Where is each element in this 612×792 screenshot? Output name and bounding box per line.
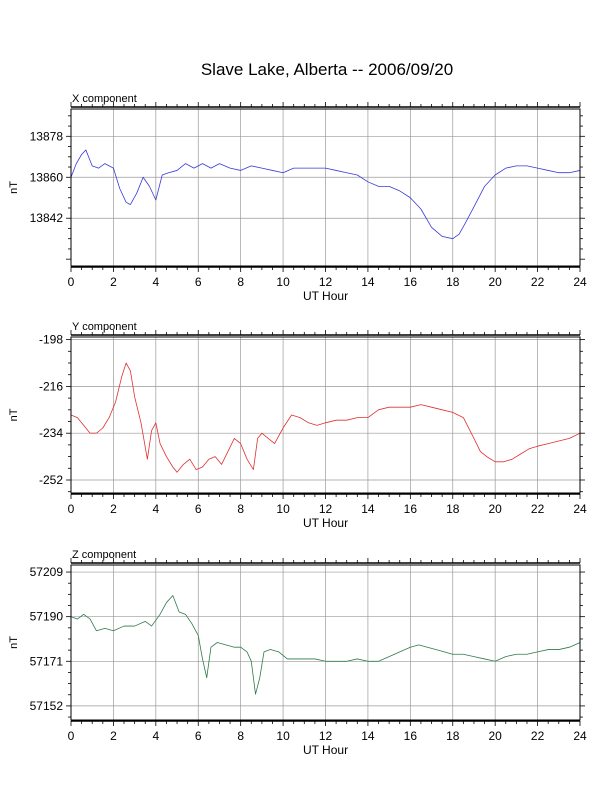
x-x-tick-label: 10 xyxy=(276,275,290,289)
z-x-tick-label: 12 xyxy=(319,729,333,743)
y-x-tick-label: 4 xyxy=(152,502,159,516)
z-panel-title: Z component xyxy=(72,549,136,561)
x-y-tick-label: 13878 xyxy=(30,129,64,143)
z-x-tick-label: 2 xyxy=(110,729,117,743)
y-x-axis-label: UT Hour xyxy=(303,516,348,530)
y-panel-title: Y component xyxy=(72,321,137,333)
x-x-axis-label: UT Hour xyxy=(303,289,348,303)
y-y-tick-label: -216 xyxy=(39,379,63,393)
y-component-panel: 0 2 4 6 8 10 12 14 16 18 20 22 24-198-216-234-252UT … xyxy=(8,321,587,530)
z-y-axis-label: nT xyxy=(8,636,20,649)
z-y-tick-label: 57171 xyxy=(30,654,64,668)
z-y-tick-label: 57190 xyxy=(30,610,64,624)
y-y-tick-label: -234 xyxy=(39,426,63,440)
x-x-tick-label: 18 xyxy=(446,275,460,289)
y-y-tick-label: -252 xyxy=(39,473,63,487)
z-x-tick-label: 22 xyxy=(531,729,545,743)
z-component-series-line xyxy=(70,595,581,695)
z-x-tick-label: 16 xyxy=(404,729,418,743)
y-x-tick-label: 6 xyxy=(195,502,202,516)
x-x-tick-label: 20 xyxy=(488,275,502,289)
z-x-tick-label: 20 xyxy=(488,729,502,743)
x-x-tick-label: 14 xyxy=(361,275,375,289)
x-panel-title: X component xyxy=(72,93,137,105)
x-x-tick-label: 24 xyxy=(573,275,587,289)
z-x-tick-label: 10 xyxy=(276,729,290,743)
z-x-tick-label: 4 xyxy=(152,729,159,743)
z-x-tick-label: 6 xyxy=(195,729,202,743)
z-x-tick-label: 24 xyxy=(573,729,587,743)
x-x-tick-label: 4 xyxy=(152,275,159,289)
y-y-axis-label: nT xyxy=(8,408,20,421)
page-title: Slave Lake, Alberta -- 2006/09/20 xyxy=(201,60,453,79)
z-component-panel: 0 2 4 6 8 10 12 14 16 18 20 22 245715257171571905720… xyxy=(8,549,587,757)
y-x-tick-label: 22 xyxy=(531,502,545,516)
y-plot-frame xyxy=(70,336,581,494)
y-x-tick-label: 8 xyxy=(237,502,244,516)
z-x-tick-label: 8 xyxy=(237,729,244,743)
z-y-tick-label: 57209 xyxy=(30,565,64,579)
x-y-axis-label: nT xyxy=(8,181,20,194)
z-x-tick-label: 0 xyxy=(68,729,75,743)
y-x-tick-label: 18 xyxy=(446,502,460,516)
y-x-tick-label: 24 xyxy=(573,502,587,516)
x-y-tick-label: 13842 xyxy=(30,211,64,225)
y-x-tick-label: 20 xyxy=(488,502,502,516)
z-x-tick-label: 18 xyxy=(446,729,460,743)
y-x-tick-label: 10 xyxy=(276,502,290,516)
z-plot-frame xyxy=(70,564,581,721)
y-x-tick-label: 12 xyxy=(319,502,333,516)
x-x-tick-label: 0 xyxy=(68,275,75,289)
z-x-tick-label: 14 xyxy=(361,729,375,743)
y-x-tick-label: 14 xyxy=(361,502,375,516)
z-x-axis-label: UT Hour xyxy=(303,743,348,757)
x-x-tick-label: 6 xyxy=(195,275,202,289)
y-y-tick-label: -198 xyxy=(39,333,63,347)
y-x-tick-label: 0 xyxy=(68,502,75,516)
x-x-tick-label: 8 xyxy=(237,275,244,289)
x-component-series-line xyxy=(70,149,581,240)
z-y-tick-label: 57152 xyxy=(30,699,64,713)
x-x-tick-label: 2 xyxy=(110,275,117,289)
x-x-tick-label: 22 xyxy=(531,275,545,289)
x-x-tick-label: 12 xyxy=(319,275,333,289)
y-x-tick-label: 16 xyxy=(404,502,418,516)
x-y-tick-label: 13860 xyxy=(30,170,64,184)
y-component-series-line xyxy=(70,362,581,473)
y-x-tick-label: 2 xyxy=(110,502,117,516)
x-x-tick-label: 16 xyxy=(404,275,418,289)
